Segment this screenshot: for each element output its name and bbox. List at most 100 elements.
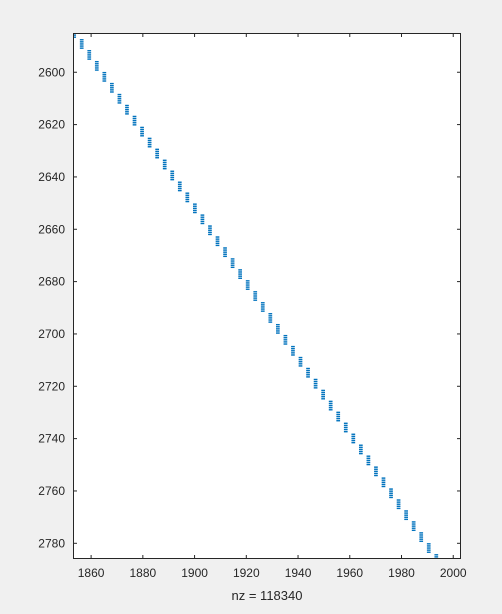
nonzero-marker [262,308,264,310]
nonzero-marker [132,115,135,118]
nonzero-marker [254,297,256,299]
nonzero-marker [193,211,195,214]
nonzero-marker [162,159,165,162]
nonzero-marker [224,251,226,253]
nonzero-marker [406,512,408,514]
y-tick-label: 2680 [38,275,65,289]
nonzero-marker [225,249,227,251]
nonzero-marker [263,310,265,312]
nonzero-marker [179,189,181,192]
nonzero-marker [225,251,227,253]
nonzero-marker [429,545,431,547]
nonzero-marker [208,225,210,227]
nonzero-marker [283,339,285,341]
nonzero-marker [96,60,98,63]
nonzero-marker [383,479,386,481]
nonzero-marker [260,310,263,312]
nonzero-marker [89,56,92,58]
nonzero-marker [360,450,362,453]
nonzero-marker [314,378,317,381]
nonzero-marker [277,326,279,328]
nonzero-marker [150,141,152,144]
nonzero-marker [298,358,301,361]
nonzero-marker [94,67,97,69]
nonzero-marker [314,380,317,383]
nonzero-marker [118,102,121,104]
nonzero-marker [343,426,346,429]
nonzero-marker [390,494,392,497]
nonzero-marker [262,304,264,306]
nonzero-marker [396,505,399,508]
nonzero-marker [187,194,190,196]
nonzero-marker [162,167,165,170]
nonzero-marker [216,244,219,247]
nonzero-marker [210,231,212,234]
nonzero-marker [308,374,310,376]
y-axis-ticks: 2600 2620 2640 2660 2680 2700 2720 2740 2760 2780 [38,65,461,550]
nonzero-marker [230,258,233,260]
nonzero-marker [112,87,114,89]
nonzero-marker [179,183,181,186]
nonzero-marker [262,302,264,304]
nonzero-marker [245,288,248,290]
nonzero-marker [126,104,128,107]
nonzero-marker [337,417,339,420]
nonzero-marker [399,499,401,501]
nonzero-marker [367,457,370,459]
nonzero-marker [201,220,204,223]
nonzero-marker [375,470,377,473]
nonzero-marker [277,330,279,332]
nonzero-marker [208,231,210,234]
nonzero-marker [346,428,348,431]
nonzero-marker [96,67,98,69]
nonzero-marker [245,280,248,282]
nonzero-marker [125,113,127,115]
nonzero-marker [223,249,225,251]
nonzero-marker [102,80,104,82]
nonzero-marker [246,282,249,284]
nonzero-marker [102,71,104,74]
nonzero-marker [428,547,430,549]
nonzero-marker [292,350,294,352]
nonzero-marker [224,249,226,251]
nonzero-marker [233,260,235,262]
nonzero-marker [132,117,135,120]
nonzero-marker [278,326,280,328]
nonzero-marker [127,109,129,111]
nonzero-marker [155,154,157,157]
x-tick-label: 1980 [388,566,415,580]
nonzero-marker [277,323,279,326]
nonzero-marker [316,382,318,385]
nonzero-marker [263,308,265,310]
nonzero-marker [361,452,363,455]
nonzero-marker [375,468,377,470]
nonzero-marker [134,115,137,118]
nonzero-marker [81,41,83,43]
nonzero-marker [117,102,119,104]
nonzero-marker [383,481,386,483]
nonzero-marker [253,293,255,295]
nonzero-marker [231,258,234,260]
nonzero-marker [209,231,211,234]
nonzero-marker [382,479,385,481]
nonzero-marker [353,441,356,444]
nonzero-marker [215,238,218,240]
nonzero-marker [254,293,256,295]
nonzero-marker [331,404,333,407]
nonzero-marker [246,284,249,286]
nonzero-marker [216,238,219,240]
nonzero-marker [163,163,166,166]
x-tick-label: 1960 [336,566,363,580]
nonzero-marker [81,39,83,41]
y-tick-label: 2600 [38,65,65,79]
nonzero-marker [87,54,89,56]
nonzero-marker [150,146,152,148]
nonzero-marker [185,192,187,194]
nonzero-marker [331,409,333,411]
nonzero-marker [104,76,107,78]
nonzero-marker [150,137,152,140]
nonzero-marker [200,214,202,216]
nonzero-marker [336,413,338,416]
nonzero-marker [140,128,142,131]
nonzero-marker [255,293,258,295]
